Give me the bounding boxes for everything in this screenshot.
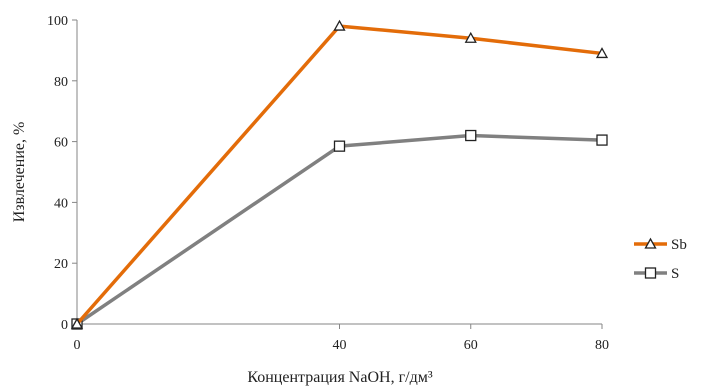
y-tick-label: 100 bbox=[47, 14, 68, 29]
series-s-point bbox=[333, 140, 346, 152]
x-axis-title: Концентрация NaOH, г/дм³ bbox=[247, 369, 432, 386]
legend-item-s: S bbox=[634, 266, 679, 282]
legend: Sb S bbox=[634, 237, 687, 282]
legend-label: S bbox=[671, 266, 679, 282]
series-sb-point bbox=[595, 47, 609, 59]
legend-label: Sb bbox=[671, 237, 687, 253]
x-tick-label: 60 bbox=[464, 338, 478, 353]
legend-item-sb: Sb bbox=[634, 237, 687, 253]
series-sb bbox=[70, 19, 609, 329]
series-s bbox=[71, 129, 608, 330]
axes: 0 20 40 60 80 100 0 40 60 80 bbox=[47, 14, 609, 353]
y-tick-label: 80 bbox=[54, 75, 68, 90]
x-tick-label: 80 bbox=[595, 338, 609, 353]
x-tick-label: 0 bbox=[74, 338, 81, 353]
y-tick-label: 0 bbox=[61, 318, 68, 333]
series-sb-line bbox=[75, 24, 603, 326]
series-sb-point bbox=[464, 31, 477, 43]
series-sb-point bbox=[333, 19, 346, 31]
series-layer bbox=[70, 19, 609, 330]
series-sb-point bbox=[70, 317, 84, 329]
series-s-point bbox=[596, 134, 608, 146]
series-s-line bbox=[76, 133, 603, 326]
legend-swatch-marker bbox=[644, 267, 657, 279]
series-s-point bbox=[465, 129, 477, 142]
y-tick-label: 40 bbox=[54, 196, 68, 211]
y-axis-title: Извлечение, % bbox=[11, 122, 28, 223]
y-tick-label: 60 bbox=[54, 136, 68, 151]
x-tick-label: 40 bbox=[333, 338, 347, 353]
legend-swatch-marker bbox=[644, 237, 657, 249]
y-tick-label: 20 bbox=[54, 257, 68, 272]
